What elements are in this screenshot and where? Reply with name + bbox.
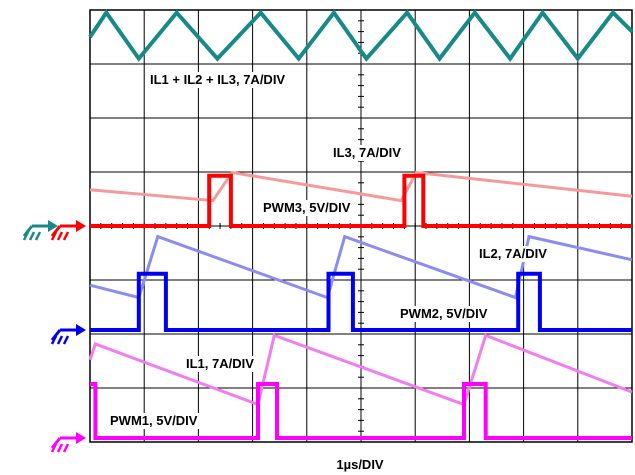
label-background	[107, 413, 201, 429]
label-background	[147, 72, 289, 88]
trace-label: IL3, 7A/DIV	[333, 145, 401, 160]
label-background	[260, 200, 354, 216]
traces	[88, 9, 634, 440]
trace-il3	[89, 170, 633, 203]
ground-marker-icon	[50, 324, 86, 345]
label-background	[476, 246, 550, 262]
trace-label: PWM3, 5V/DIV	[263, 200, 351, 215]
trace-label: IL1, 7A/DIV	[186, 356, 254, 371]
ground-markers	[22, 220, 86, 453]
trace-pwm1	[90, 382, 632, 440]
trace-pwm3	[90, 173, 632, 228]
trace-label: IL1 + IL2 + IL3, 7A/DIV	[150, 72, 285, 87]
trace-label: IL2, 7A/DIV	[479, 246, 547, 261]
trace-pwm2	[90, 271, 632, 332]
trace-labels: IL1 + IL2 + IL3, 7A/DIV IL3, 7A/DIV PWM3, …	[107, 72, 550, 429]
ground-marker-icon	[22, 220, 58, 241]
ground-marker-icon	[50, 432, 86, 453]
trace-label: PWM1, 5V/DIV	[110, 413, 198, 428]
x-axis-label: 1µs/DIV	[336, 457, 384, 472]
trace-label: PWM2, 5V/DIV	[400, 306, 488, 321]
trace-il1-il2-il3	[88, 9, 634, 62]
label-background	[183, 356, 257, 372]
ground-marker-icon	[50, 220, 86, 241]
label-background	[397, 306, 491, 322]
trace-il1	[88, 333, 633, 407]
label-background	[330, 145, 404, 161]
